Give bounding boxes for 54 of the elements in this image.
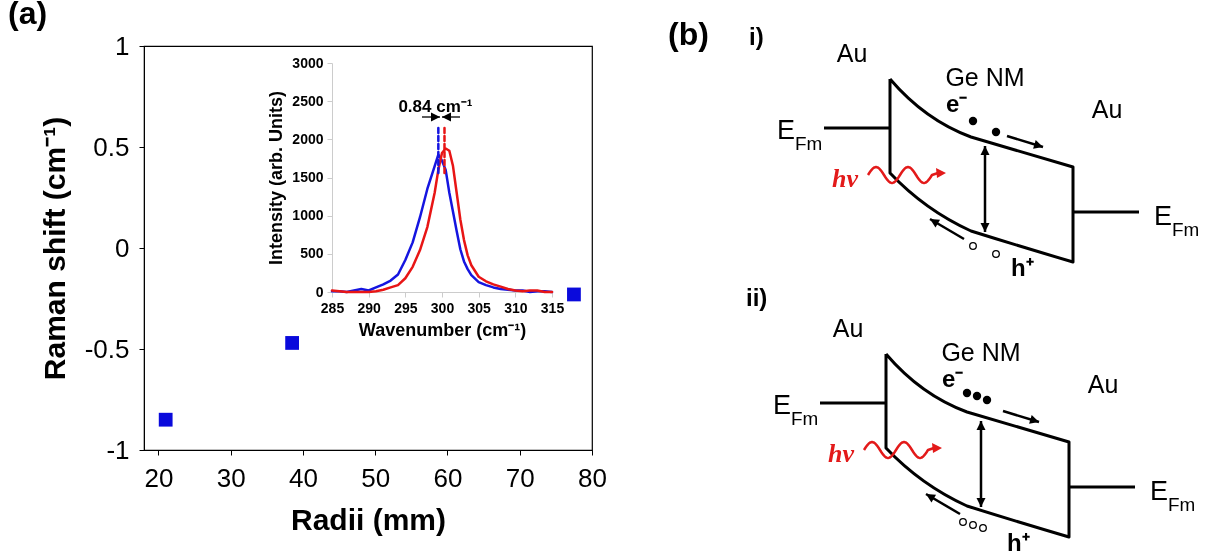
x-tick-label: 295 (394, 299, 418, 316)
y-tick-label: 2000 (292, 130, 324, 147)
text: E$_{Fm}$ (1154, 201, 1200, 240)
x-tick-label: 315 (540, 299, 565, 316)
x-tick-label: 60 (433, 462, 463, 493)
y-tick-label: 3000 (292, 54, 324, 71)
text: Ge NM (945, 63, 1025, 91)
point (567, 287, 581, 302)
y-tick-label: 0.5 (93, 131, 130, 162)
y-tick-label: 1000 (292, 207, 324, 224)
y-tick-label: 0 (115, 232, 130, 263)
point (158, 412, 173, 427)
annotation: 0.84 cm⁻¹ (398, 97, 473, 116)
text: E$_{Fm}$ (777, 115, 823, 154)
text: Ge NM (941, 338, 1021, 366)
y-tick-label: 500 (300, 245, 324, 262)
x-tick-label: 305 (467, 299, 492, 316)
y-tick-label: 1 (115, 30, 130, 61)
y-tick-label: 0 (315, 283, 324, 300)
y-tick-label: -0.5 (84, 333, 130, 364)
x-tick-label: 300 (430, 299, 455, 316)
x-tick-label: 70 (505, 462, 535, 493)
y-tick-label: 2500 (292, 92, 324, 109)
y-axis-title: Intensity (arb. Units) (266, 90, 287, 266)
x-axis-title: Radii (mm) (290, 502, 447, 536)
x-tick-label: 285 (320, 299, 345, 316)
text: hν (828, 439, 855, 468)
text: e⁻ (946, 90, 968, 117)
text: hν (832, 164, 859, 193)
x-tick-label: 310 (504, 299, 528, 316)
point (285, 336, 300, 350)
y-axis-title: Raman shift (cm⁻¹) (37, 116, 71, 381)
x-tick-label: 20 (144, 462, 174, 493)
x-tick-label: 30 (216, 462, 246, 493)
y-tick-label: -1 (106, 434, 130, 465)
text: e⁻ (942, 365, 964, 392)
x-tick-label: 40 (289, 462, 318, 493)
y-tick-label: 1500 (292, 169, 324, 185)
x-tick-label: 290 (357, 299, 382, 316)
text: (b) (668, 16, 709, 52)
text: E$_{Fm}$ (1150, 476, 1196, 515)
text: i) (749, 23, 764, 50)
text: ii) (746, 284, 768, 311)
text: Au (1091, 95, 1123, 123)
text: Au (832, 314, 864, 342)
x-tick-label: 80 (578, 462, 607, 493)
text: h⁺ (1011, 254, 1034, 281)
text: E$_{Fm}$ (773, 390, 819, 429)
x-tick-label: 50 (361, 462, 391, 493)
chart-title: (a) (8, 0, 48, 31)
x-axis-title: Wavenumber (cm⁻¹) (358, 319, 527, 340)
text: Au (836, 39, 868, 67)
text: h⁺ (1007, 529, 1030, 552)
text: Au (1087, 370, 1119, 398)
